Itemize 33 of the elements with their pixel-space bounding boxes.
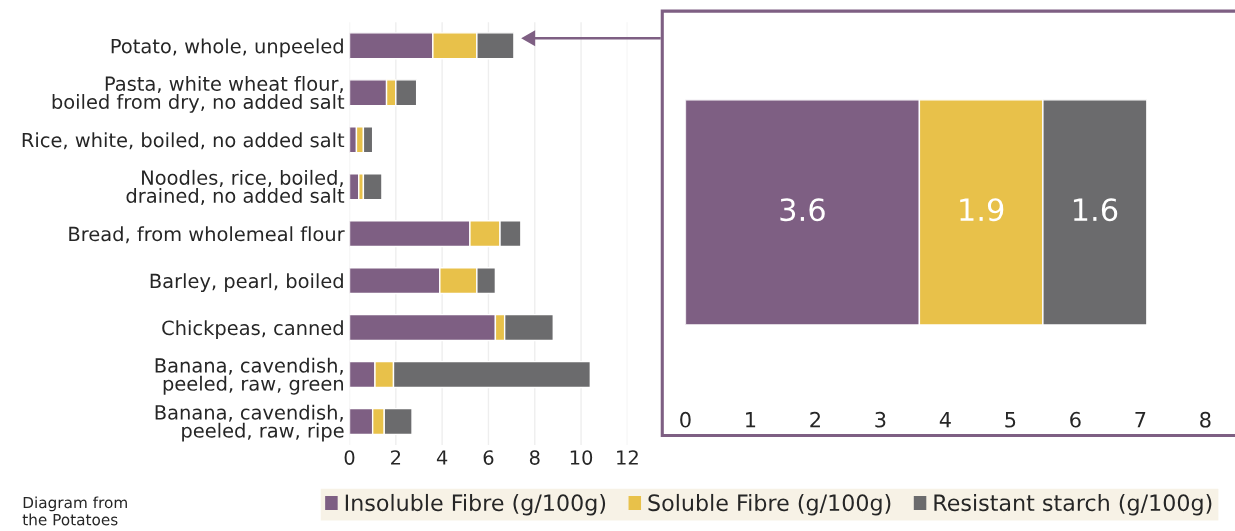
- y-tick-label: Banana, cavendish, peeled, raw, ripe: [155, 404, 344, 442]
- x-tick-label: 12: [617, 450, 638, 465]
- y-tick-label: Pasta, white wheat flour, boiled from dry, no added salt: [52, 75, 345, 113]
- y-tick-label: Banana, cavendish, peeled, raw, green: [155, 357, 343, 395]
- x-tick-label: 7: [1135, 412, 1146, 428]
- x-tick-label: 2: [810, 411, 820, 428]
- x-tick-label: 2: [391, 450, 401, 465]
- x-tick-label: 4: [939, 412, 951, 428]
- x-tick-label: 4: [436, 450, 448, 465]
- y-tick-label: Bread, from wholemeal flour: [69, 226, 345, 244]
- bar: [362, 173, 383, 201]
- y-tick-label: Noodles, rice, boiled, drained, no added salt: [126, 169, 345, 205]
- x-tick-label: 1: [746, 412, 756, 428]
- x-tick-label: 0: [680, 411, 691, 428]
- data-label: 1.9: [960, 198, 1004, 222]
- legend-label: Insoluble Fibre (g/100g): [345, 493, 606, 516]
- x-tick-label: 6: [483, 450, 494, 465]
- data-label: 1.6: [1073, 198, 1118, 222]
- x-tick-label: 8: [529, 450, 540, 465]
- legend-label: Resistant starch (g/100g): [934, 493, 1212, 516]
- data-label: 3.6: [780, 198, 825, 222]
- y-tick-label: Rice, white, boiled, no added salt: [22, 132, 345, 150]
- y-tick-label: Potato, whole, unpeeled: [111, 38, 343, 58]
- y-tick-label: Chickpeas, canned: [162, 320, 343, 339]
- x-tick-label: 3: [875, 411, 886, 428]
- y-tick-label: Barley, pearl, boiled: [150, 273, 343, 293]
- x-tick-label: 0: [344, 450, 355, 465]
- legend-label: Soluble Fibre (g/100g): [648, 493, 891, 516]
- x-tick-label: 10: [570, 450, 593, 465]
- x-tick-label: 5: [1005, 412, 1016, 428]
- x-tick-label: 8: [1200, 411, 1211, 428]
- text: Diagram from the Potatoes: [22, 496, 127, 526]
- x-tick-label: 6: [1070, 411, 1081, 428]
